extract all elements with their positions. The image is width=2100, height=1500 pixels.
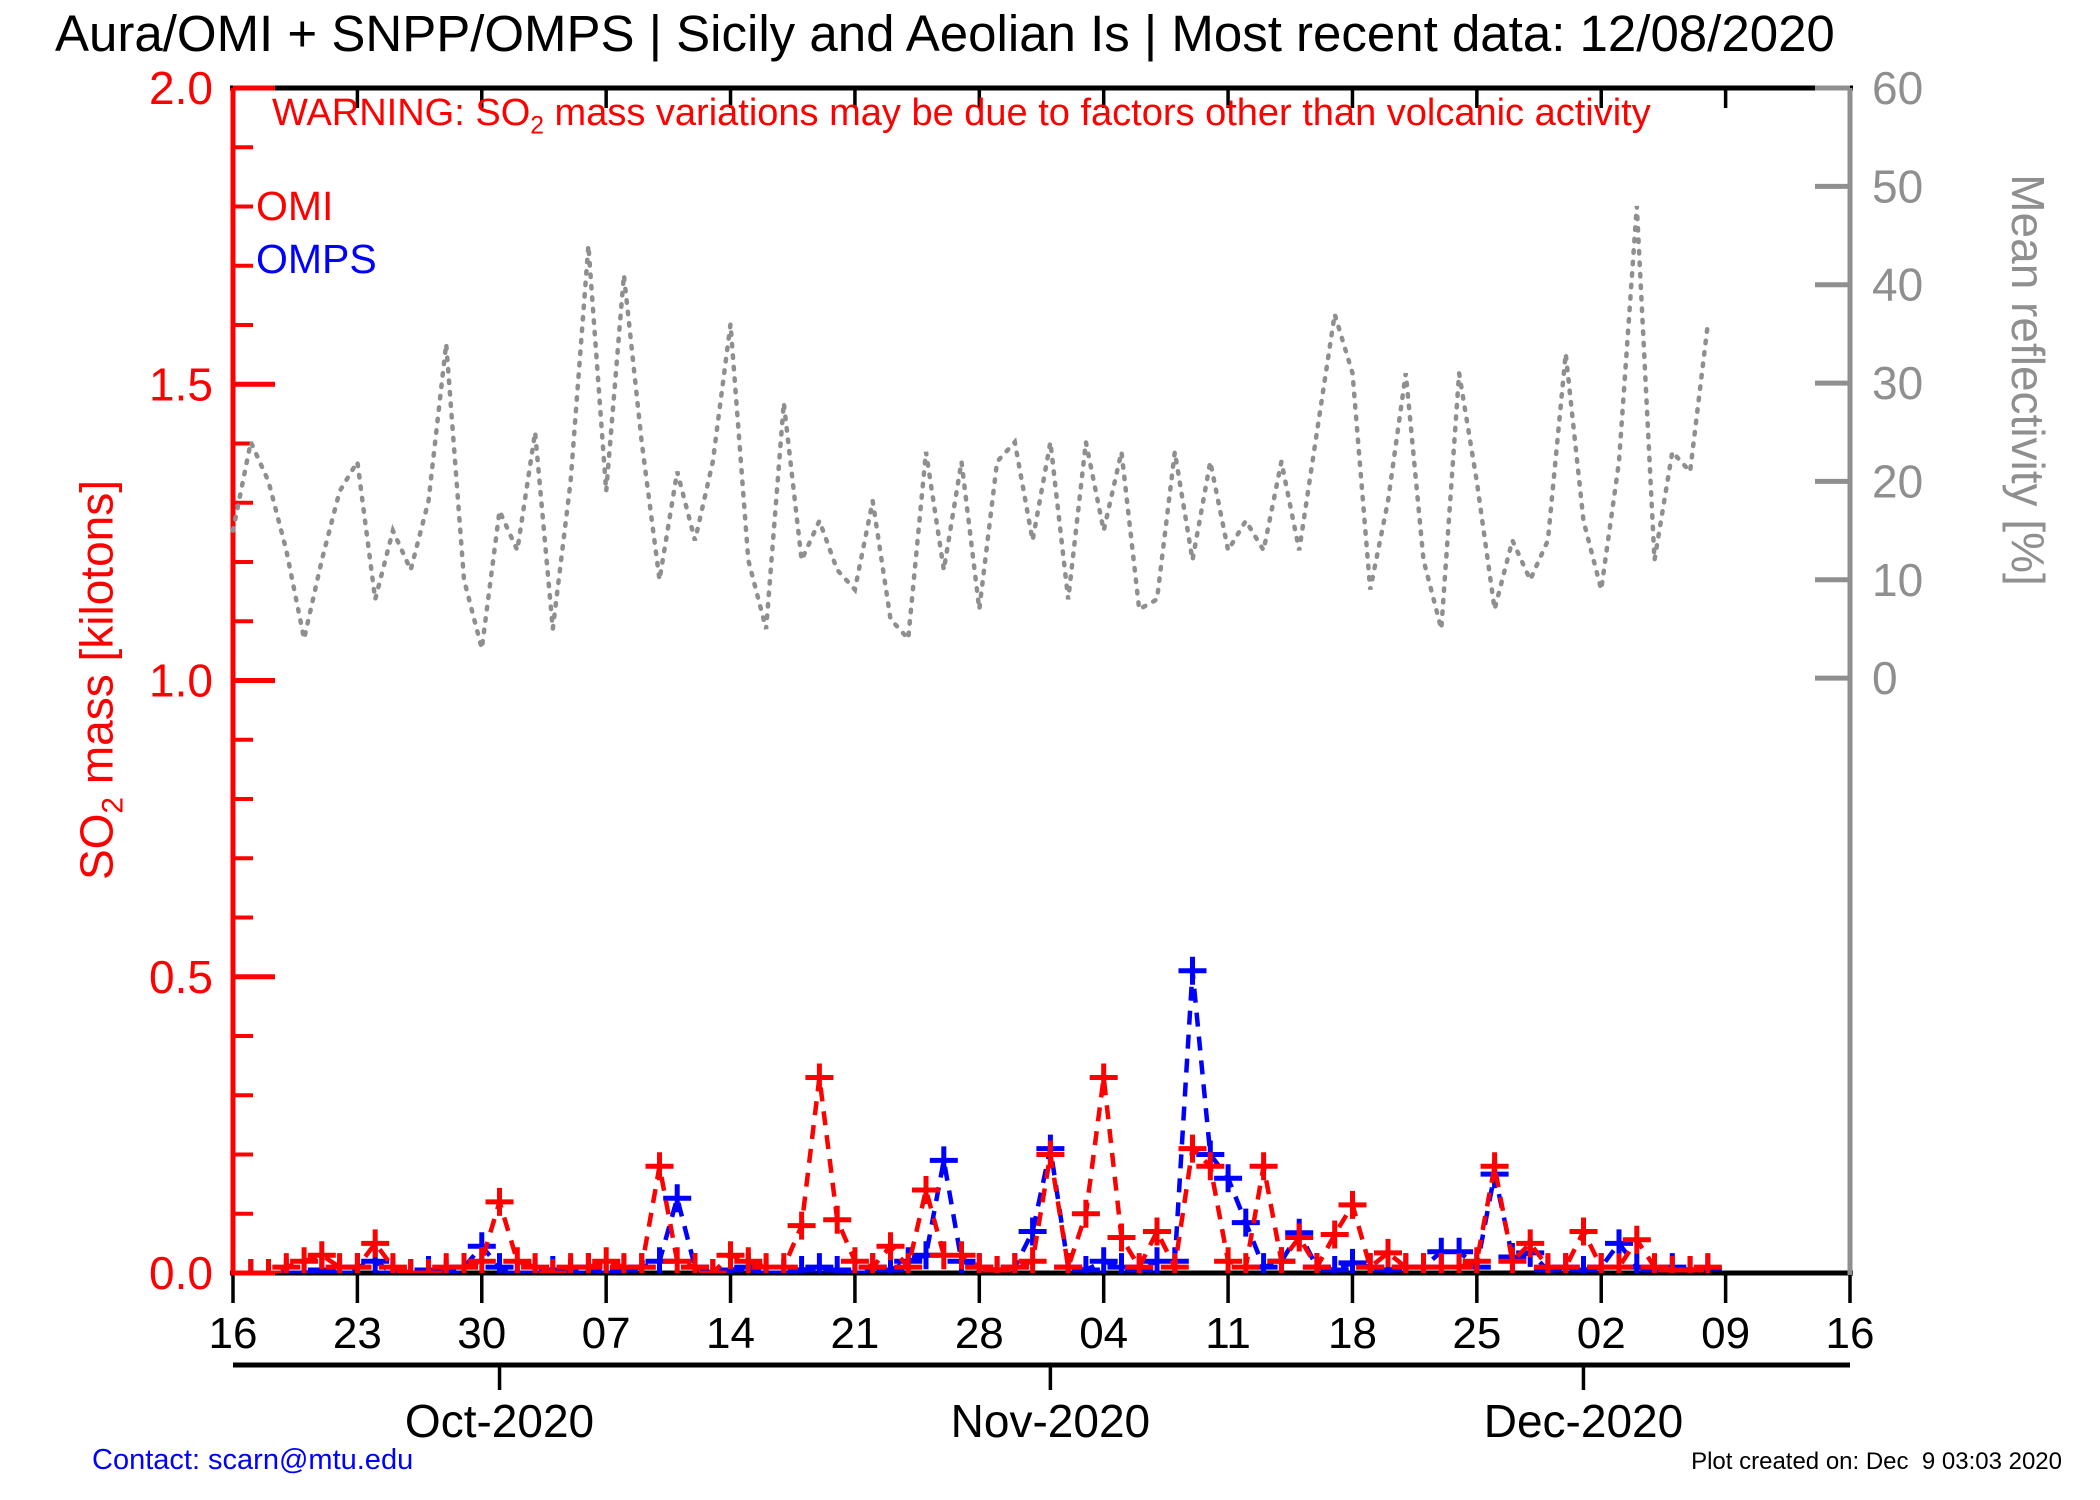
left-axis-title-prefix: SO — [70, 813, 123, 881]
contact-email-text: Contact: scarn@mtu.edu — [92, 1444, 414, 1476]
tick-label: 2.0 — [149, 62, 213, 114]
left-axis-title-suffix: mass [kilotons] — [70, 479, 123, 797]
tick-label: 18 — [1328, 1309, 1377, 1358]
omi-series — [231, 1063, 1722, 1273]
left-axis-title-subscript: 2 — [96, 796, 130, 814]
left-axis: 0.0 0.5 1.0 1.5 2.0 — [149, 62, 275, 1299]
plot-created-timestamp: Plot created on: Dec 9 03:03 2020 — [1691, 1448, 2062, 1475]
series-markers — [231, 956, 1722, 1273]
mean-reflectivity-series — [231, 205, 1711, 650]
warning-subscript: 2 — [530, 112, 544, 140]
chart-title: Aura/OMI + SNPP/OMPS | Sicily and Aeolia… — [55, 5, 1835, 62]
tick-label: 14 — [706, 1309, 755, 1358]
tick-label: 0.0 — [149, 1247, 213, 1299]
tick-label: 1.5 — [149, 358, 213, 410]
tick-label: 09 — [1701, 1309, 1750, 1358]
tick-label: 04 — [1079, 1309, 1128, 1358]
tick-label: 0.5 — [149, 951, 213, 1003]
warning-text: WARNING: SO2 mass variations may be due … — [272, 92, 1651, 141]
legend-omi-label: OMI — [256, 183, 334, 229]
top-axis — [230, 85, 1853, 108]
tick-label: 23 — [333, 1309, 382, 1358]
tick-label: 30 — [1872, 357, 1923, 409]
tick-label: Oct-2020 — [405, 1395, 594, 1447]
omps-series — [231, 956, 1722, 1273]
right-axis-title: Mean reflectivity [%] — [2002, 174, 2054, 586]
tick-label: 11 — [1205, 1309, 1251, 1358]
series-line — [231, 205, 1711, 650]
legend-omps-label: OMPS — [256, 236, 377, 282]
warning-suffix: mass variations may be due to factors ot… — [544, 92, 1651, 134]
series-line — [233, 970, 1709, 1273]
tick-label: 40 — [1872, 259, 1923, 311]
series-markers — [231, 1063, 1722, 1273]
tick-label: 16 — [209, 1309, 258, 1358]
tick-label: 21 — [830, 1309, 879, 1358]
bottom-axis: 16 23 30 07 14 21 28 04 11 18 25 02 09 16 — [209, 1270, 1875, 1358]
right-axis: 0 10 20 30 40 50 60 — [1815, 62, 1923, 1275]
month-axis: Oct-2020 Nov-2020 Dec-2020 — [233, 1362, 1850, 1447]
tick-label: 25 — [1452, 1309, 1501, 1358]
tick-label: 50 — [1872, 160, 1923, 212]
tick-label: 1.0 — [149, 655, 213, 707]
tick-label: 16 — [1826, 1309, 1875, 1358]
warning-prefix: WARNING: SO — [272, 92, 531, 134]
left-axis-title: SO2 mass [kilotons] — [69, 480, 130, 880]
tick-label: Dec-2020 — [1484, 1395, 1683, 1447]
tick-label: 28 — [955, 1309, 1004, 1358]
tick-label: 02 — [1577, 1309, 1626, 1358]
tick-label: 0 — [1872, 652, 1898, 704]
tick-label: 60 — [1872, 62, 1923, 114]
tick-label: 20 — [1872, 455, 1923, 507]
tick-label: 30 — [457, 1309, 506, 1358]
tick-label: Nov-2020 — [951, 1395, 1150, 1447]
tick-label: 07 — [582, 1309, 631, 1358]
tick-label: 10 — [1872, 554, 1923, 606]
